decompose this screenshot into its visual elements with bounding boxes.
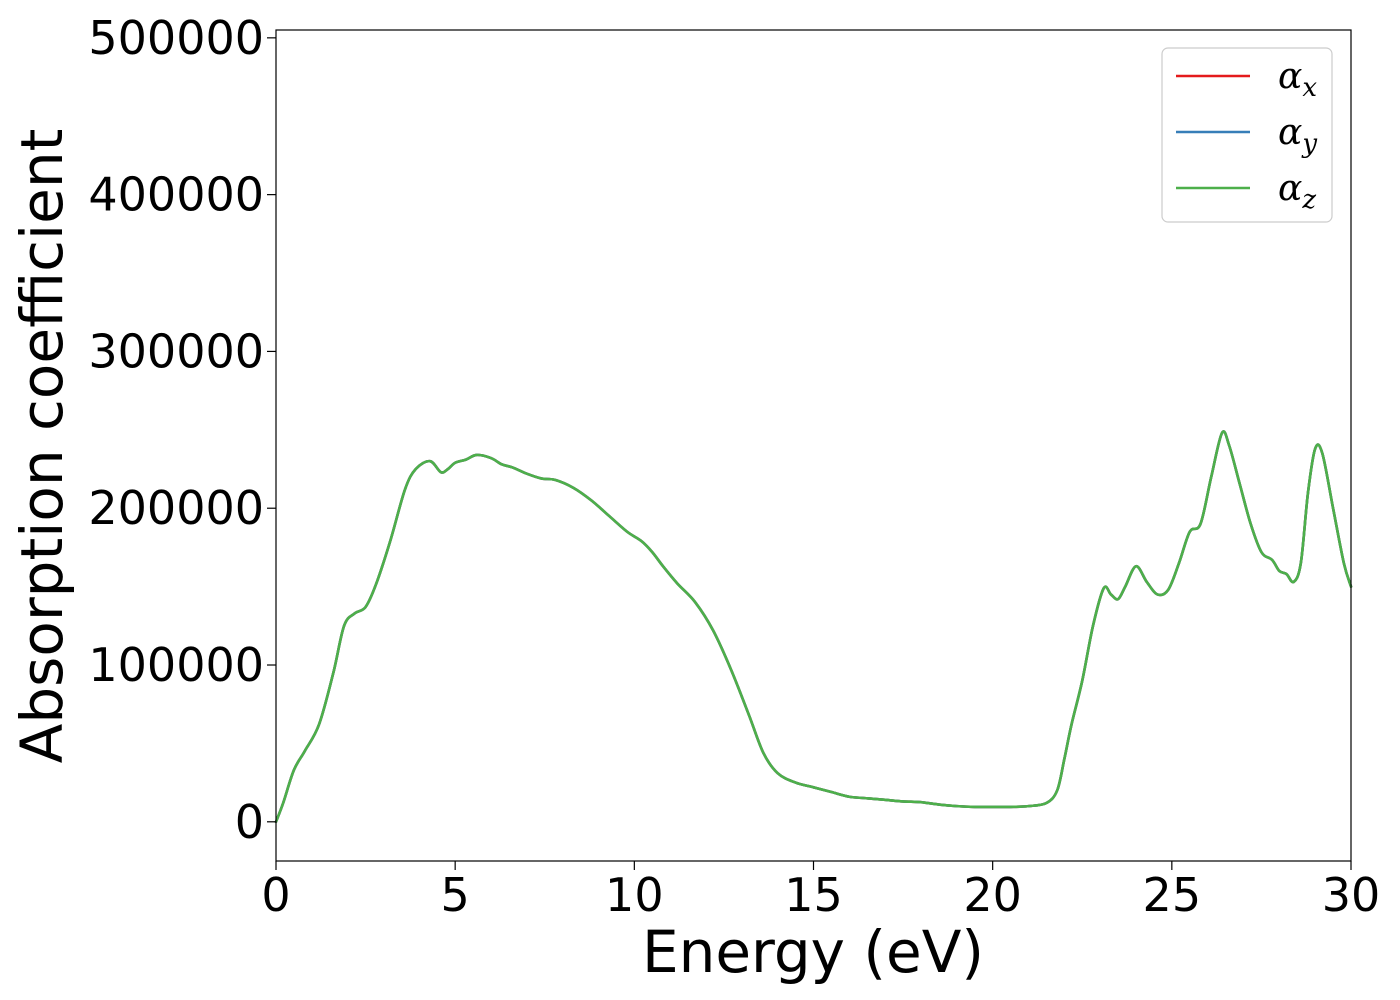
series-line-z <box>274 430 1353 824</box>
x-tick-label: 30 <box>1322 868 1381 922</box>
y-axis-title: Absorption coefficient <box>8 129 76 764</box>
x-tick-label: 10 <box>605 868 664 922</box>
series-line-y <box>274 430 1353 824</box>
x-tick-label: 5 <box>441 868 470 922</box>
x-axis-title: Energy (eV) <box>642 918 984 986</box>
y-tick-label: 500000 <box>88 11 264 65</box>
x-tick-label: 20 <box>963 868 1022 922</box>
legend-box <box>1161 47 1333 223</box>
x-axis-ticks: 0 5 10 15 20 25 30 <box>261 861 1380 922</box>
legend: αx αy αz <box>1161 47 1333 223</box>
series-line-x <box>274 430 1353 824</box>
y-axis-ticks: 0 100000 200000 300000 400000 500000 <box>88 11 276 849</box>
legend-label-y: αy <box>1278 112 1317 159</box>
plot-lines <box>274 430 1353 824</box>
y-tick-label: 0 <box>235 795 264 849</box>
legend-label-x: αx <box>1278 56 1317 103</box>
y-tick-label: 200000 <box>88 481 264 535</box>
x-tick-label: 25 <box>1143 868 1202 922</box>
y-tick-label: 400000 <box>88 168 264 222</box>
y-tick-label: 100000 <box>88 638 264 692</box>
x-tick-label: 15 <box>784 868 843 922</box>
legend-label-z: αz <box>1278 168 1316 215</box>
x-tick-label: 0 <box>261 868 290 922</box>
y-tick-label: 300000 <box>88 324 264 378</box>
